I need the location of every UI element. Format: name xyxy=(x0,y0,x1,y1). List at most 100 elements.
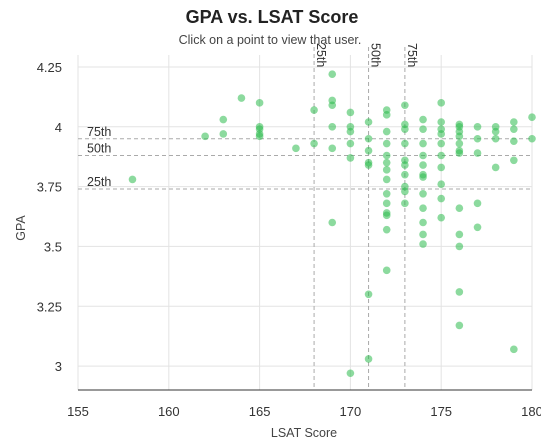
data-point[interactable] xyxy=(401,199,409,208)
data-point[interactable] xyxy=(473,122,482,131)
data-point[interactable] xyxy=(455,149,464,157)
gpa-percentile-label: 75th xyxy=(87,125,111,139)
data-point[interactable] xyxy=(419,240,427,248)
data-point[interactable] xyxy=(382,166,391,174)
data-point[interactable] xyxy=(437,139,446,148)
data-point[interactable] xyxy=(437,180,446,189)
data-point[interactable] xyxy=(401,101,409,110)
data-point[interactable] xyxy=(382,211,391,220)
data-point[interactable] xyxy=(473,223,482,232)
data-point[interactable] xyxy=(401,139,409,148)
data-point[interactable] xyxy=(437,151,446,160)
data-point[interactable] xyxy=(255,132,264,141)
y-tick-label: 3 xyxy=(55,359,62,374)
data-point[interactable] xyxy=(455,242,464,251)
data-point[interactable] xyxy=(128,175,137,184)
data-point[interactable] xyxy=(328,218,337,227)
x-tick-label: 160 xyxy=(158,404,180,419)
data-point[interactable] xyxy=(364,118,373,126)
y-tick-label: 4 xyxy=(55,120,62,135)
percentile-lines: 25th 50th 75th 75th 50th 25th xyxy=(78,43,532,390)
data-point[interactable] xyxy=(401,170,409,179)
data-point[interactable] xyxy=(473,134,482,143)
data-point[interactable] xyxy=(382,111,391,119)
data-point[interactable] xyxy=(292,144,300,153)
data-point[interactable] xyxy=(510,156,518,165)
data-point[interactable] xyxy=(510,345,518,354)
data-point[interactable] xyxy=(201,132,209,141)
data-point[interactable] xyxy=(219,115,228,124)
data-point[interactable] xyxy=(491,134,500,143)
data-point[interactable] xyxy=(382,175,391,184)
data-point[interactable] xyxy=(382,189,391,198)
data-point[interactable] xyxy=(473,199,482,208)
gpa-percentile-label: 50th xyxy=(87,142,111,156)
data-point[interactable] xyxy=(346,127,355,136)
data-point[interactable] xyxy=(419,218,427,227)
data-point[interactable] xyxy=(491,163,500,172)
data-point[interactable] xyxy=(437,194,446,203)
data-point[interactable] xyxy=(364,290,373,299)
x-tick-label: 175 xyxy=(430,404,452,419)
data-point[interactable] xyxy=(510,137,518,145)
data-point[interactable] xyxy=(364,355,373,363)
gpa-percentile-label: 25th xyxy=(87,175,111,189)
data-point[interactable] xyxy=(437,163,446,172)
data-point[interactable] xyxy=(455,132,464,141)
data-point[interactable] xyxy=(473,149,482,157)
data-point[interactable] xyxy=(328,144,337,153)
data-point[interactable] xyxy=(382,139,391,148)
data-point[interactable] xyxy=(419,230,427,239)
data-point[interactable] xyxy=(346,154,355,162)
data-point[interactable] xyxy=(382,151,391,160)
data-point[interactable] xyxy=(491,127,500,136)
data-point[interactable] xyxy=(437,99,446,107)
data-point[interactable] xyxy=(328,101,337,110)
data-point[interactable] xyxy=(419,151,427,160)
data-point[interactable] xyxy=(382,266,391,275)
data-point[interactable] xyxy=(510,118,518,126)
data-point[interactable] xyxy=(364,146,373,155)
data-point[interactable] xyxy=(419,139,427,148)
data-point[interactable] xyxy=(219,130,228,138)
data-point[interactable] xyxy=(437,213,446,222)
data-point[interactable] xyxy=(455,321,464,330)
data-point[interactable] xyxy=(401,187,409,196)
data-point[interactable] xyxy=(419,115,427,124)
data-point[interactable] xyxy=(437,118,446,126)
x-tick-label: 180 xyxy=(521,404,541,419)
data-point[interactable] xyxy=(419,125,427,133)
data-point[interactable] xyxy=(382,127,391,136)
data-point[interactable] xyxy=(346,369,355,378)
data-point[interactable] xyxy=(382,225,391,234)
chart-title: GPA vs. LSAT Score xyxy=(186,7,359,27)
data-point[interactable] xyxy=(401,161,409,169)
data-point[interactable] xyxy=(455,230,464,239)
axes: 155 160 165 170 175 180 4.25 4 3.75 3.5 3.25 3 xyxy=(37,60,541,419)
data-point[interactable] xyxy=(528,113,536,122)
data-point[interactable] xyxy=(310,139,318,148)
data-point[interactable] xyxy=(455,139,464,148)
data-point[interactable] xyxy=(419,204,427,212)
data-point[interactable] xyxy=(455,288,464,296)
data-point[interactable] xyxy=(255,99,264,107)
data-point[interactable] xyxy=(364,134,373,143)
data-point[interactable] xyxy=(382,158,391,167)
data-point[interactable] xyxy=(419,173,427,181)
data-point[interactable] xyxy=(346,108,355,117)
data-point[interactable] xyxy=(328,70,337,78)
data-point[interactable] xyxy=(364,161,373,169)
data-point[interactable] xyxy=(401,125,409,133)
data-point[interactable] xyxy=(528,134,536,143)
data-point[interactable] xyxy=(437,130,446,138)
data-point[interactable] xyxy=(346,139,355,148)
data-point[interactable] xyxy=(328,122,337,131)
data-point[interactable] xyxy=(419,161,427,169)
data-point[interactable] xyxy=(382,199,391,208)
data-point[interactable] xyxy=(510,125,518,133)
data-point[interactable] xyxy=(310,106,318,114)
data-point[interactable] xyxy=(237,94,246,102)
lsat-percentile-label: 75th xyxy=(405,43,419,67)
data-point[interactable] xyxy=(419,189,427,198)
data-point[interactable] xyxy=(455,204,464,212)
